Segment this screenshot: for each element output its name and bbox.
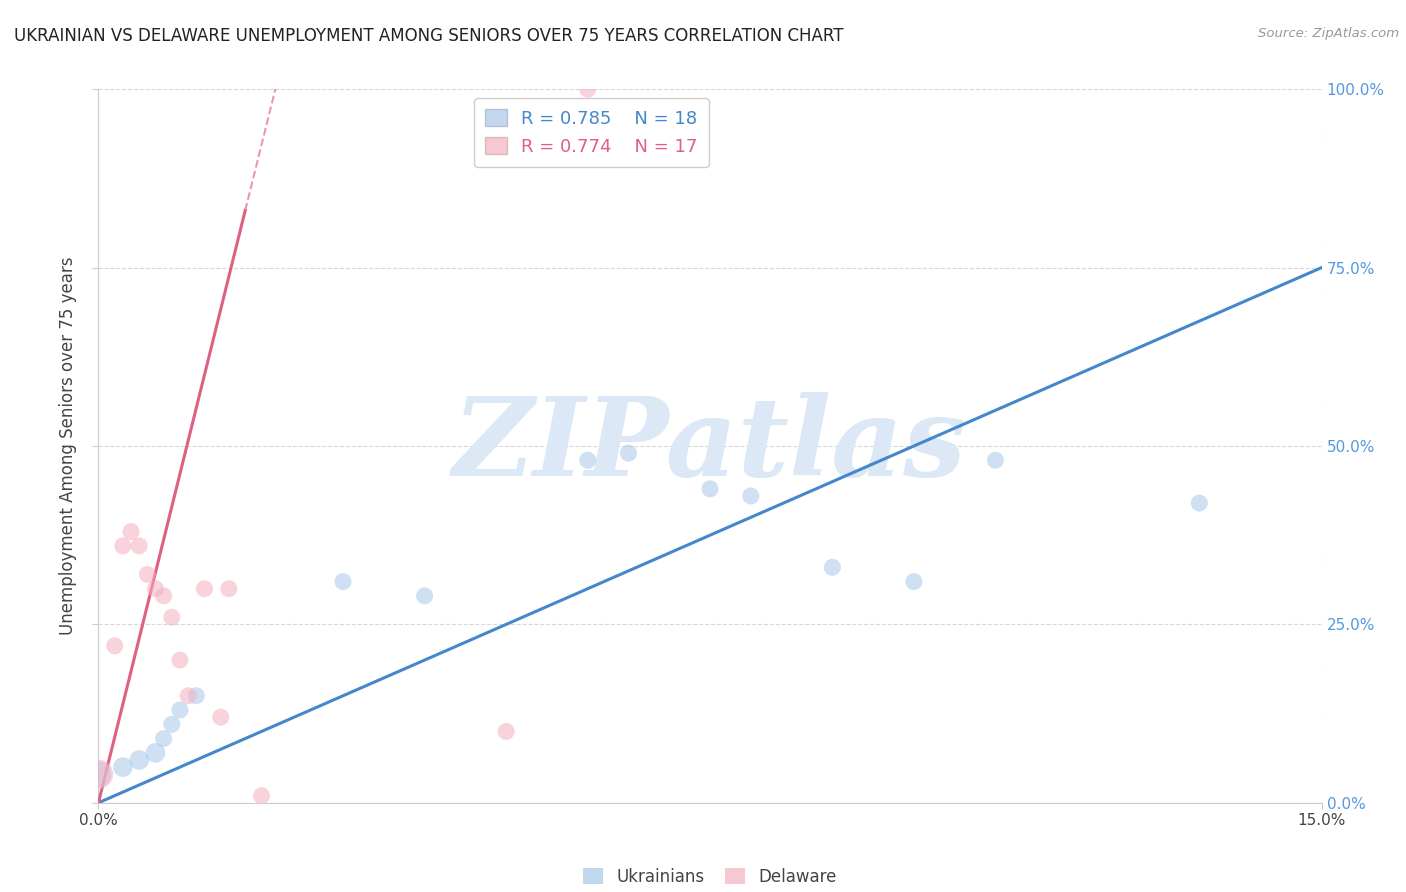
Text: UKRAINIAN VS DELAWARE UNEMPLOYMENT AMONG SENIORS OVER 75 YEARS CORRELATION CHART: UKRAINIAN VS DELAWARE UNEMPLOYMENT AMONG… (14, 27, 844, 45)
Point (984, 453, 1007, 467)
Point (576, 82, 599, 96)
Point (120, 524, 142, 539)
Point (145, 746, 167, 760)
Text: ZIPatlas: ZIPatlas (453, 392, 967, 500)
Point (111, 760, 134, 774)
Point (87, 767, 110, 781)
Point (1188, 496, 1211, 510)
Point (104, 639, 127, 653)
Point (740, 489, 762, 503)
Point (152, 731, 174, 746)
Point (193, 582, 215, 596)
Legend: Ukrainians, Delaware: Ukrainians, Delaware (576, 861, 844, 892)
Point (209, 710, 232, 724)
Point (177, 689, 200, 703)
Point (169, 703, 191, 717)
Point (699, 482, 721, 496)
Point (145, 582, 167, 596)
Point (136, 567, 159, 582)
Point (128, 539, 150, 553)
Point (111, 539, 134, 553)
Point (413, 589, 436, 603)
Point (250, 789, 273, 803)
Text: Source: ZipAtlas.com: Source: ZipAtlas.com (1258, 27, 1399, 40)
Point (576, 453, 599, 467)
Point (218, 582, 240, 596)
Point (87, 767, 110, 781)
Point (821, 560, 844, 574)
Y-axis label: Unemployment Among Seniors over 75 years: Unemployment Among Seniors over 75 years (59, 257, 77, 635)
Point (169, 653, 191, 667)
Point (160, 610, 183, 624)
Point (186, 689, 208, 703)
Point (152, 589, 174, 603)
Point (617, 446, 640, 460)
Point (495, 724, 517, 739)
Point (160, 717, 183, 731)
Point (332, 574, 354, 589)
Point (128, 753, 150, 767)
Point (903, 574, 925, 589)
